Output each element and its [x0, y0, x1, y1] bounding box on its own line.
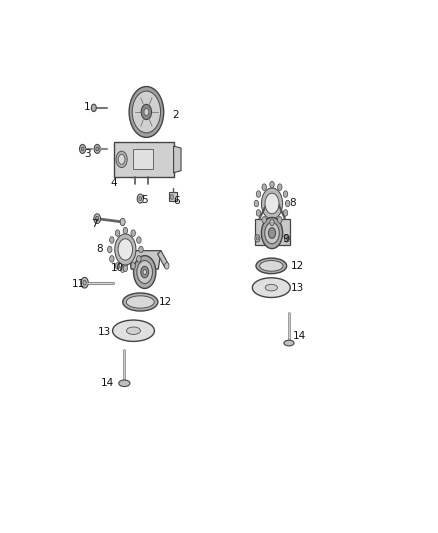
Ellipse shape	[137, 256, 141, 262]
Ellipse shape	[83, 280, 86, 285]
Ellipse shape	[283, 209, 288, 216]
Ellipse shape	[170, 195, 173, 199]
Ellipse shape	[120, 266, 125, 272]
Text: 10: 10	[111, 263, 124, 273]
Ellipse shape	[261, 188, 283, 219]
Ellipse shape	[118, 239, 133, 260]
Ellipse shape	[81, 277, 88, 288]
Ellipse shape	[137, 237, 141, 243]
Ellipse shape	[284, 340, 294, 346]
Ellipse shape	[120, 219, 125, 225]
Ellipse shape	[143, 270, 146, 274]
Ellipse shape	[165, 263, 169, 269]
Ellipse shape	[262, 184, 266, 190]
Ellipse shape	[115, 230, 120, 237]
Ellipse shape	[110, 237, 114, 243]
Polygon shape	[158, 251, 169, 268]
Text: 6: 6	[173, 196, 180, 206]
Ellipse shape	[94, 144, 100, 154]
Text: 12: 12	[159, 297, 172, 307]
Ellipse shape	[254, 200, 258, 207]
Bar	[133, 149, 153, 169]
Text: 8: 8	[96, 245, 103, 254]
Ellipse shape	[96, 147, 99, 151]
Text: 2: 2	[172, 110, 179, 120]
Ellipse shape	[268, 228, 276, 238]
Ellipse shape	[270, 181, 274, 188]
Polygon shape	[173, 146, 181, 173]
Ellipse shape	[278, 216, 282, 223]
Ellipse shape	[95, 216, 99, 221]
Ellipse shape	[81, 147, 84, 151]
Text: 7: 7	[92, 219, 98, 229]
Ellipse shape	[256, 191, 261, 197]
Ellipse shape	[286, 200, 290, 207]
Ellipse shape	[256, 258, 286, 273]
Ellipse shape	[123, 227, 127, 234]
Polygon shape	[129, 251, 161, 269]
Ellipse shape	[256, 237, 258, 240]
Ellipse shape	[141, 104, 152, 119]
Ellipse shape	[261, 217, 283, 248]
Ellipse shape	[131, 263, 135, 269]
Ellipse shape	[132, 91, 161, 133]
Ellipse shape	[252, 278, 290, 297]
Ellipse shape	[286, 237, 288, 240]
Polygon shape	[114, 142, 173, 177]
Ellipse shape	[283, 191, 288, 197]
Ellipse shape	[123, 293, 158, 311]
Ellipse shape	[107, 246, 112, 253]
Text: 5: 5	[141, 195, 148, 205]
Ellipse shape	[116, 151, 127, 167]
Ellipse shape	[139, 197, 141, 200]
Ellipse shape	[141, 266, 148, 278]
Text: 13: 13	[97, 327, 111, 336]
Ellipse shape	[123, 265, 127, 272]
Ellipse shape	[137, 261, 152, 284]
Ellipse shape	[129, 86, 164, 138]
Ellipse shape	[139, 246, 143, 253]
Ellipse shape	[127, 327, 141, 334]
Ellipse shape	[110, 256, 114, 262]
Ellipse shape	[91, 104, 96, 111]
Ellipse shape	[284, 235, 290, 242]
Text: 3: 3	[84, 149, 90, 159]
Bar	[169, 192, 177, 201]
Ellipse shape	[262, 216, 266, 223]
Text: 13: 13	[291, 282, 304, 293]
Ellipse shape	[115, 234, 136, 265]
Polygon shape	[255, 219, 290, 245]
Ellipse shape	[265, 284, 277, 291]
Ellipse shape	[118, 155, 125, 164]
Text: 1: 1	[84, 102, 90, 112]
Polygon shape	[121, 251, 132, 271]
Ellipse shape	[260, 261, 283, 271]
Text: 11: 11	[72, 279, 85, 288]
Ellipse shape	[134, 256, 156, 288]
Ellipse shape	[94, 214, 101, 224]
Ellipse shape	[265, 193, 279, 214]
Ellipse shape	[278, 184, 282, 190]
Ellipse shape	[113, 320, 155, 342]
Ellipse shape	[144, 108, 149, 116]
Ellipse shape	[137, 194, 143, 203]
Ellipse shape	[119, 380, 130, 386]
Text: 14: 14	[293, 331, 306, 341]
Ellipse shape	[265, 222, 279, 244]
Text: 8: 8	[289, 198, 296, 208]
Ellipse shape	[115, 263, 120, 269]
Text: 14: 14	[101, 378, 114, 388]
Ellipse shape	[256, 209, 261, 216]
Ellipse shape	[80, 144, 86, 154]
Text: 4: 4	[111, 178, 117, 188]
Ellipse shape	[131, 230, 135, 237]
Ellipse shape	[270, 219, 274, 225]
Text: 12: 12	[291, 261, 304, 271]
Ellipse shape	[255, 235, 260, 242]
Ellipse shape	[126, 296, 154, 308]
Text: 9: 9	[282, 234, 289, 244]
